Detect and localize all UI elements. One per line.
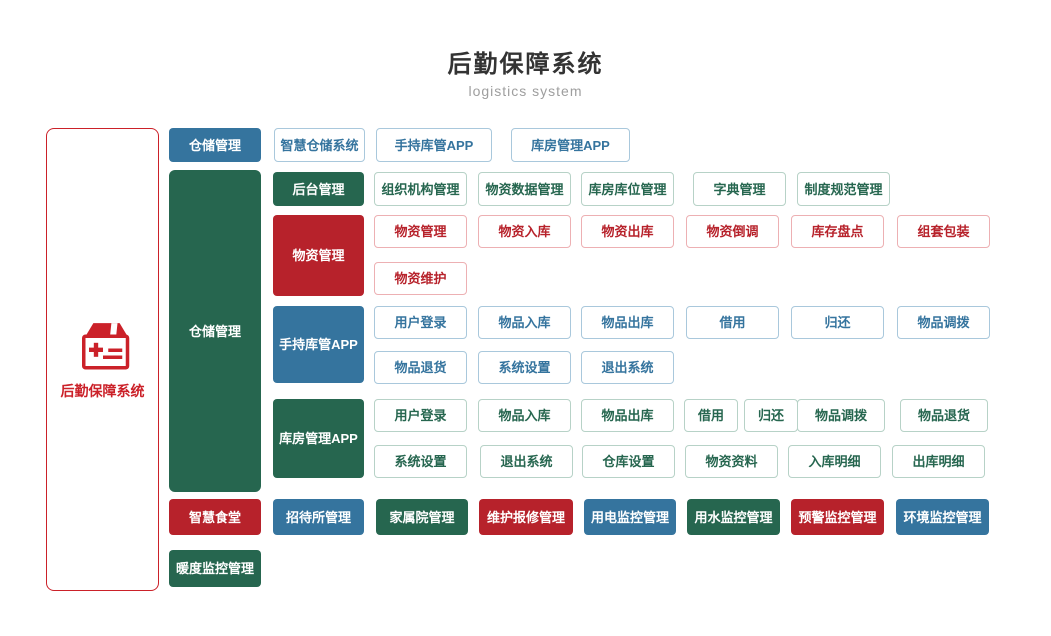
node-material-inbound: 物资入库 <box>478 215 571 248</box>
node-hh-item-return: 物品退货 <box>374 351 467 384</box>
node-sr-item-allocation: 物品调拨 <box>797 399 885 432</box>
node-maintenance-repair-management: 维护报修管理 <box>479 499 573 535</box>
node-sr-borrow: 借用 <box>684 399 738 432</box>
node-sr-item-outbound: 物品出库 <box>581 399 674 432</box>
node-backend-management: 后台管理 <box>273 172 364 206</box>
node-sr-exit-system: 退出系统 <box>480 445 573 478</box>
node-material-outbound: 物资出库 <box>581 215 674 248</box>
node-electricity-monitoring-management: 用电监控管理 <box>584 499 676 535</box>
node-sr-return: 归还 <box>744 399 798 432</box>
root-system-box: 后勤保障系统 <box>46 128 159 591</box>
node-warehouse-management-main: 仓储管理 <box>169 170 261 492</box>
node-hh-borrow: 借用 <box>686 306 779 339</box>
node-water-monitoring-management: 用水监控管理 <box>687 499 780 535</box>
node-dictionary-management: 字典管理 <box>693 172 786 206</box>
node-hh-item-inbound: 物品入库 <box>478 306 571 339</box>
node-material-maintenance: 物资维护 <box>374 262 467 295</box>
node-sr-item-inbound: 物品入库 <box>478 399 571 432</box>
node-hh-exit-system: 退出系统 <box>581 351 674 384</box>
node-sr-material-info: 物资资料 <box>685 445 778 478</box>
node-heating-monitoring-management: 暖度监控管理 <box>169 550 261 587</box>
node-hh-system-settings: 系统设置 <box>478 351 571 384</box>
supply-box-icon <box>81 322 129 369</box>
node-handheld-warehouse-app: 手持库管APP <box>273 306 364 383</box>
node-guesthouse-management: 招待所管理 <box>273 499 364 535</box>
node-hh-user-login: 用户登录 <box>374 306 467 339</box>
node-sr-inbound-details: 入库明细 <box>788 445 881 478</box>
node-regulation-management: 制度规范管理 <box>797 172 890 206</box>
node-organization-management: 组织机构管理 <box>374 172 467 206</box>
root-system-label: 后勤保障系统 <box>60 382 145 399</box>
node-warehouse-management-tab: 仓储管理 <box>169 128 261 162</box>
node-alert-monitoring-management: 预警监控管理 <box>791 499 884 535</box>
node-hh-return: 归还 <box>791 306 884 339</box>
node-sr-item-return: 物品退货 <box>900 399 988 432</box>
node-material-data-management: 物资数据管理 <box>478 172 571 206</box>
node-family-compound-management: 家属院管理 <box>376 499 468 535</box>
node-material-transfer: 物资倒调 <box>686 215 779 248</box>
node-inventory-check: 库存盘点 <box>791 215 884 248</box>
page-title: 后勤保障系统 <box>447 51 604 78</box>
node-sr-system-settings: 系统设置 <box>374 445 467 478</box>
node-hh-item-allocation: 物品调拨 <box>897 306 990 339</box>
node-sr-user-login: 用户登录 <box>374 399 467 432</box>
node-material-management: 物资管理 <box>374 215 467 248</box>
node-storeroom-location-management: 库房库位管理 <box>581 172 674 206</box>
page-subtitle: logistics system <box>468 83 583 99</box>
node-environment-monitoring-management: 环境监控管理 <box>896 499 989 535</box>
node-sr-warehouse-settings: 仓库设置 <box>582 445 675 478</box>
node-kit-packaging: 组套包装 <box>897 215 990 248</box>
node-material-management-category: 物资管理 <box>273 215 364 296</box>
node-hh-item-outbound: 物品出库 <box>581 306 674 339</box>
node-handheld-warehouse-app-link: 手持库管APP <box>376 128 492 162</box>
node-smart-warehouse-system: 智慧仓储系统 <box>274 128 365 162</box>
node-storeroom-management-app-link: 库房管理APP <box>511 128 630 162</box>
node-sr-outbound-details: 出库明细 <box>892 445 985 478</box>
node-smart-canteen: 智慧食堂 <box>169 499 261 535</box>
node-storeroom-management-app: 库房管理APP <box>273 399 364 478</box>
